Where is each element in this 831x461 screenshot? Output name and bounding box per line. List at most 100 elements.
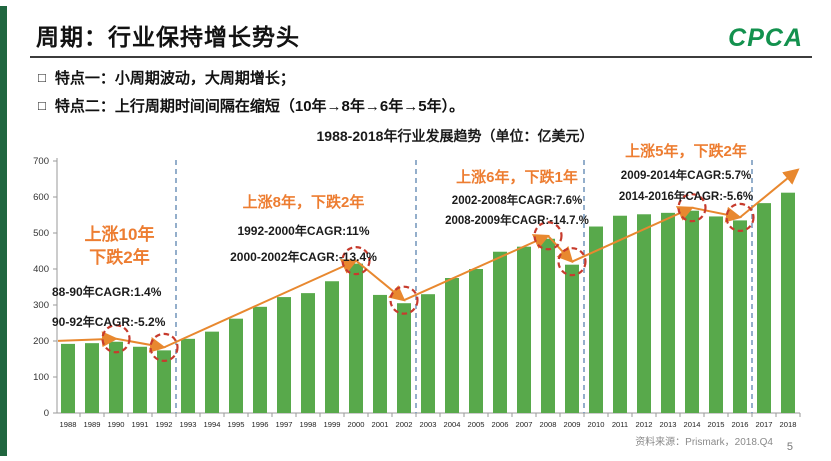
trend-segment — [163, 259, 358, 349]
annotation-line: 2014-2016年CAGR:-5.6% — [618, 191, 754, 204]
bullet-text: 特点一：小周期波动，大周期增长； — [54, 70, 295, 87]
square-bullet-icon: □ — [38, 98, 46, 113]
bar-2011 — [613, 215, 627, 413]
y-tick-label: 100 — [33, 372, 49, 383]
x-tick-label: 1999 — [324, 420, 341, 429]
trend-segment — [547, 235, 574, 264]
bar-2007 — [517, 246, 531, 413]
bar-2012 — [637, 214, 651, 413]
bar-1988 — [61, 343, 75, 413]
x-tick-label: 1996 — [252, 420, 269, 429]
page-title: 周期：行业保持增长势头 — [36, 24, 300, 50]
x-tick-label: 1990 — [108, 420, 125, 429]
x-tick-label: 1995 — [228, 420, 245, 429]
x-tick-label: 2016 — [732, 420, 749, 429]
turning-point-circle — [389, 285, 419, 315]
x-tick-label: 2011 — [612, 420, 628, 429]
x-tick-label: 1988 — [60, 420, 77, 429]
x-tick-label: 2001 — [372, 420, 389, 429]
y-tick-label: 700 — [33, 156, 49, 167]
x-tick-label: 1994 — [204, 420, 221, 429]
x-tick-label: 2014 — [684, 420, 701, 429]
chart-title: 1988-2018年行业发展趋势（单位：亿美元） — [316, 128, 594, 144]
x-tick-label: 2007 — [516, 420, 533, 429]
y-tick-label: 300 — [33, 300, 49, 311]
annotation-line: 2009-2014年CAGR:5.7% — [620, 170, 752, 183]
x-tick-label: 1993 — [180, 420, 197, 429]
cpca-logo: CPCA — [728, 24, 803, 52]
x-tick-label: 2006 — [492, 420, 509, 429]
square-bullet-icon: □ — [38, 70, 46, 85]
annotation-line: 88-90年CAGR:1.4% — [52, 284, 162, 299]
y-tick-label: 200 — [33, 336, 49, 347]
trend-segment — [115, 337, 166, 353]
annotation-cycle-3: 上涨6年，下跌1年 2002-2008年CAGR:7.6% 2008-2009年… — [426, 168, 608, 228]
turning-point-circle — [149, 332, 179, 362]
y-tick-label: 500 — [33, 228, 49, 239]
x-tick-label: 1997 — [276, 420, 293, 429]
trend-segment — [355, 259, 406, 302]
x-tick-label: 2003 — [420, 420, 437, 429]
x-tick-label: 2012 — [636, 420, 653, 429]
annotation-title: 上涨10年 下跌2年 — [84, 225, 155, 267]
turning-point-circle — [101, 324, 131, 354]
bar-2006 — [493, 251, 507, 413]
header-divider — [30, 56, 812, 58]
x-tick-label: 1998 — [300, 420, 317, 429]
x-tick-label: 2013 — [660, 420, 677, 429]
bar-2000 — [349, 263, 363, 413]
bar-2017 — [757, 203, 771, 413]
bullet-point-1: □ 特点一：小周期波动，大周期增长； — [38, 67, 295, 88]
data-source-note: 资料来源：Prismark，2018.Q4 — [635, 437, 773, 448]
bar-2013 — [661, 212, 675, 413]
trend-segment — [403, 234, 550, 302]
bar-2015 — [709, 216, 723, 413]
turning-point-circle — [725, 202, 755, 232]
annotation-line: 2002-2008年CAGR:7.6% — [451, 195, 583, 208]
x-tick-label: 2000 — [348, 420, 365, 429]
bar-2008 — [541, 238, 555, 413]
turning-point-circle — [677, 193, 707, 223]
turning-point-circle — [557, 247, 587, 277]
turning-point-circle — [341, 246, 371, 276]
x-tick-label: 2004 — [444, 420, 461, 429]
bar-1999 — [325, 281, 339, 413]
bar-1991 — [133, 346, 147, 413]
annotation-cycle-1: 上涨10年 下跌2年 88-90年CAGR:1.4% 90-92年CAGR:-5… — [52, 224, 187, 330]
trend-segment — [571, 206, 694, 263]
bullet-text: 特点二：上行周期时间间隔在缩短（10年→8年→6年→5年）。 — [54, 98, 465, 115]
x-tick-label: 1992 — [156, 420, 173, 429]
bar-1995 — [229, 318, 243, 413]
annotation-title: 上涨6年，下跌1年 — [456, 169, 578, 186]
annotation-line: 1992-2000年CAGR:11% — [237, 224, 370, 239]
x-tick-label: 2008 — [540, 420, 557, 429]
y-tick-label: 0 — [44, 408, 49, 419]
annotation-title: 上涨5年，下跌2年 — [625, 143, 747, 160]
annotation-cycle-2: 上涨8年，下跌2年 1992-2000年CAGR:11% 2000-2002年C… — [206, 193, 401, 265]
bar-1992 — [157, 350, 171, 413]
x-tick-label: 2010 — [588, 420, 605, 429]
bar-2014 — [685, 210, 699, 413]
bar-2018 — [781, 192, 795, 413]
bar-2001 — [373, 294, 387, 413]
annotation-title: 上涨8年，下跌2年 — [242, 194, 365, 211]
bar-1996 — [253, 306, 267, 413]
x-tick-label: 2018 — [780, 420, 797, 429]
page-number: 5 — [786, 441, 793, 453]
bar-1989 — [85, 343, 99, 413]
bar-1997 — [277, 297, 291, 413]
annotation-line: 2000-2002年CAGR:-13.4% — [230, 250, 377, 265]
x-tick-label: 1989 — [84, 420, 101, 429]
turning-point-circle — [533, 221, 563, 251]
x-tick-label: 2015 — [708, 420, 725, 429]
x-tick-label: 2005 — [468, 420, 485, 429]
y-tick-label: 400 — [33, 264, 49, 275]
trend-segment — [57, 331, 118, 348]
y-tick-label: 600 — [33, 192, 49, 203]
bar-2010 — [589, 226, 603, 413]
left-accent-strip — [0, 6, 7, 456]
bar-1998 — [301, 293, 315, 413]
annotation-line: 2008-2009年CAGR:-14.7.% — [445, 215, 589, 228]
